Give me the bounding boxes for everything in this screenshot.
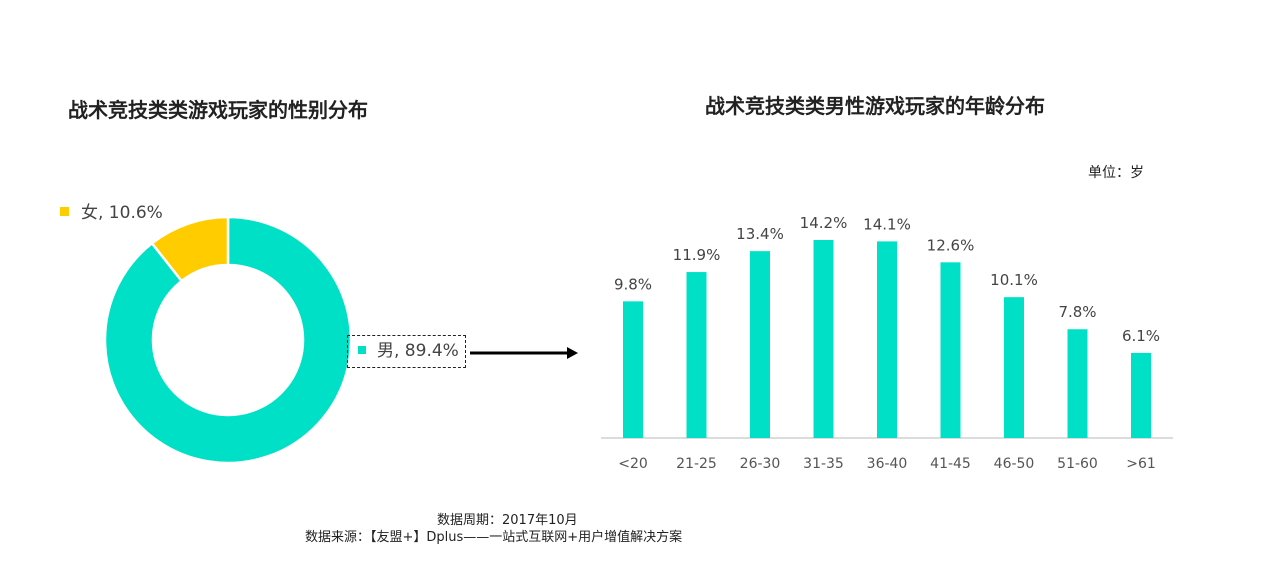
male-legend: 男, 89.4% bbox=[347, 335, 466, 368]
bar-1 bbox=[686, 272, 707, 438]
connector-arrow-head bbox=[567, 347, 578, 359]
bar-data-label-4: 14.1% bbox=[863, 215, 911, 233]
bar-data-label-6: 10.1% bbox=[990, 271, 1038, 289]
x-tick-label-0: <20 bbox=[618, 456, 648, 472]
bar-data-label-8: 6.1% bbox=[1122, 327, 1160, 345]
x-tick-label-4: 36-40 bbox=[867, 456, 908, 472]
bar-6 bbox=[1004, 297, 1024, 438]
data-period-note: 数据周期：2017年10月 bbox=[437, 513, 578, 528]
bar-2 bbox=[750, 251, 770, 438]
female-legend-text: 女, 10.6% bbox=[81, 203, 163, 223]
bar-data-label-2: 13.4% bbox=[736, 225, 784, 243]
x-tick-label-5: 41-45 bbox=[930, 456, 971, 472]
data-source-note: 数据来源：【友盟+】Dplus——一站式互联网+用户增值解决方案 bbox=[305, 530, 683, 545]
bar-4 bbox=[877, 241, 897, 438]
female-swatch bbox=[60, 207, 69, 216]
bar-data-label-0: 9.8% bbox=[614, 275, 652, 293]
gender-chart-title: 战术竞技类类游戏玩家的性别分布 bbox=[68, 98, 368, 122]
bar-8 bbox=[1131, 352, 1151, 438]
x-tick-label-2: 26-30 bbox=[740, 456, 781, 472]
x-tick-label-7: 51-60 bbox=[1057, 456, 1098, 472]
x-tick-label-6: 46-50 bbox=[994, 456, 1035, 472]
bar-data-label-7: 7.8% bbox=[1058, 303, 1096, 321]
x-tick-label-3: 31-35 bbox=[803, 456, 844, 472]
x-tick-label-8: >61 bbox=[1126, 456, 1156, 472]
unit-label: 单位：岁 bbox=[1088, 165, 1144, 181]
bar-data-label-5: 12.6% bbox=[927, 236, 975, 254]
x-tick-label-1: 21-25 bbox=[676, 456, 717, 472]
bar-0 bbox=[623, 301, 643, 438]
bar-data-label-1: 11.9% bbox=[673, 246, 721, 264]
age-chart-title: 战术竞技类类男性游戏玩家的年龄分布 bbox=[705, 94, 1045, 118]
bar-3 bbox=[813, 240, 834, 438]
bar-data-label-3: 14.2% bbox=[800, 214, 848, 232]
donut-slice-male bbox=[103, 215, 353, 465]
male-legend-text: 男, 89.4% bbox=[377, 341, 459, 361]
male-swatch bbox=[358, 346, 366, 354]
donut-slice-female bbox=[150, 215, 230, 283]
bar-7 bbox=[1067, 329, 1088, 438]
bar-5 bbox=[940, 262, 961, 438]
female-legend: 女, 10.6% bbox=[60, 198, 163, 223]
